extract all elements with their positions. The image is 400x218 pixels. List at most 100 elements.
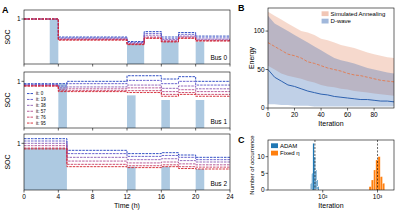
x-tick-label: 10² <box>318 193 328 200</box>
x-tick-label: 20 <box>291 111 299 118</box>
x-tick-label: 24 <box>226 193 234 200</box>
legend: it: 0it: 19it: 38it: 57it: 76it: 95 <box>27 91 46 126</box>
hist-bar <box>374 170 376 190</box>
panel-label: B <box>238 3 245 13</box>
frame <box>268 8 394 108</box>
x-tick <box>195 128 196 131</box>
legend-label: it: 76 <box>36 115 46 120</box>
hist-bar <box>313 143 314 190</box>
charging-period <box>196 42 205 65</box>
x-axis-label: Iteration <box>318 120 343 127</box>
step-line <box>24 86 230 94</box>
plot-area <box>268 12 394 107</box>
y-axis-label: SOC <box>4 92 11 107</box>
y-tick <box>266 69 269 70</box>
hist-bar <box>378 157 380 190</box>
charging-period <box>196 100 205 128</box>
x-tick <box>230 64 231 67</box>
charging-period <box>196 169 205 190</box>
step-line <box>24 86 230 92</box>
charging-period <box>127 44 144 64</box>
charging-period <box>161 100 170 128</box>
y-tick <box>266 190 269 191</box>
y-tick-label: 5 <box>261 170 265 177</box>
chart-title: Bus 0 <box>210 54 227 61</box>
legend-swatch <box>27 105 34 106</box>
legend: Simulated AnnealingD-wave <box>322 11 386 24</box>
y-tick-label: 10 <box>257 153 265 160</box>
mean-line <box>314 140 315 190</box>
step-line <box>24 146 230 165</box>
y-axis-label: SOC <box>4 29 11 44</box>
step-line <box>24 19 230 42</box>
hist-bar <box>369 187 371 190</box>
y-tick-label: 1 <box>17 78 21 85</box>
y-axis-label: SOC <box>4 154 11 169</box>
y-tick-label: 0 <box>261 104 265 111</box>
plot-area <box>24 19 230 64</box>
panel: 1SOCBus 0A <box>2 5 230 67</box>
panel: 020406080050100IterationEnergyBSimulated… <box>238 3 394 127</box>
band <box>268 16 394 107</box>
step-line <box>24 148 230 167</box>
legend-swatch <box>271 143 278 148</box>
x-tick <box>58 64 59 67</box>
x-tick <box>92 64 93 67</box>
legend-label: Fixed η <box>280 150 300 156</box>
legend-swatch <box>27 93 34 94</box>
step-line <box>24 19 230 44</box>
hist-bar <box>311 183 312 190</box>
hist-bar <box>371 180 373 190</box>
chart-title: Bus 1 <box>210 118 227 125</box>
panel-label: C <box>238 135 245 145</box>
x-tick-label: 0 <box>22 193 26 200</box>
legend: ADAMFixed η <box>271 143 300 156</box>
panel-label: A <box>2 5 9 15</box>
charging-period <box>161 167 170 190</box>
line <box>268 70 394 102</box>
plot-area <box>311 140 385 190</box>
step-line <box>24 149 230 169</box>
legend-label: it: 19 <box>36 97 46 102</box>
x-tick <box>92 128 93 131</box>
y-tick <box>22 81 25 82</box>
charging-period <box>161 42 178 65</box>
hist-bar <box>312 173 313 190</box>
line <box>268 43 394 82</box>
legend-swatch <box>27 111 34 112</box>
x-tick <box>58 128 59 131</box>
frame <box>24 134 230 190</box>
legend-swatch <box>27 123 34 124</box>
hist-bar <box>315 170 316 190</box>
y-axis-label: Energy <box>248 46 256 69</box>
x-axis-label: Iteration <box>318 202 343 209</box>
charging-period <box>127 167 136 190</box>
legend-swatch <box>27 99 34 100</box>
y-tick-label: 50 <box>257 66 265 73</box>
mean-line <box>377 140 378 190</box>
x-tick-label: 10³ <box>373 193 383 200</box>
charging-period <box>50 19 59 64</box>
y-tick <box>22 143 25 144</box>
legend-label: it: 95 <box>36 121 46 126</box>
y-tick <box>266 173 269 174</box>
x-tick <box>24 128 25 131</box>
step-line <box>24 143 230 162</box>
charging-period <box>127 95 136 128</box>
hist-bar <box>318 187 319 190</box>
x-tick-label: 12 <box>123 193 131 200</box>
hist-bar <box>317 180 318 190</box>
y-axis-label: Number of occurrence <box>249 135 255 195</box>
y-tick <box>266 31 269 32</box>
y-tick <box>266 156 269 157</box>
x-tick-label: 80 <box>370 111 378 118</box>
frame <box>24 72 230 128</box>
x-tick-label: 16 <box>158 193 166 200</box>
step-line <box>24 19 230 43</box>
y-tick-label: 100 <box>254 27 265 34</box>
frame <box>24 10 230 64</box>
hist-bar <box>380 177 382 190</box>
x-axis-label: Time (h) <box>114 202 140 210</box>
x-tick <box>161 128 162 131</box>
legend-label: ADAM <box>280 143 297 149</box>
